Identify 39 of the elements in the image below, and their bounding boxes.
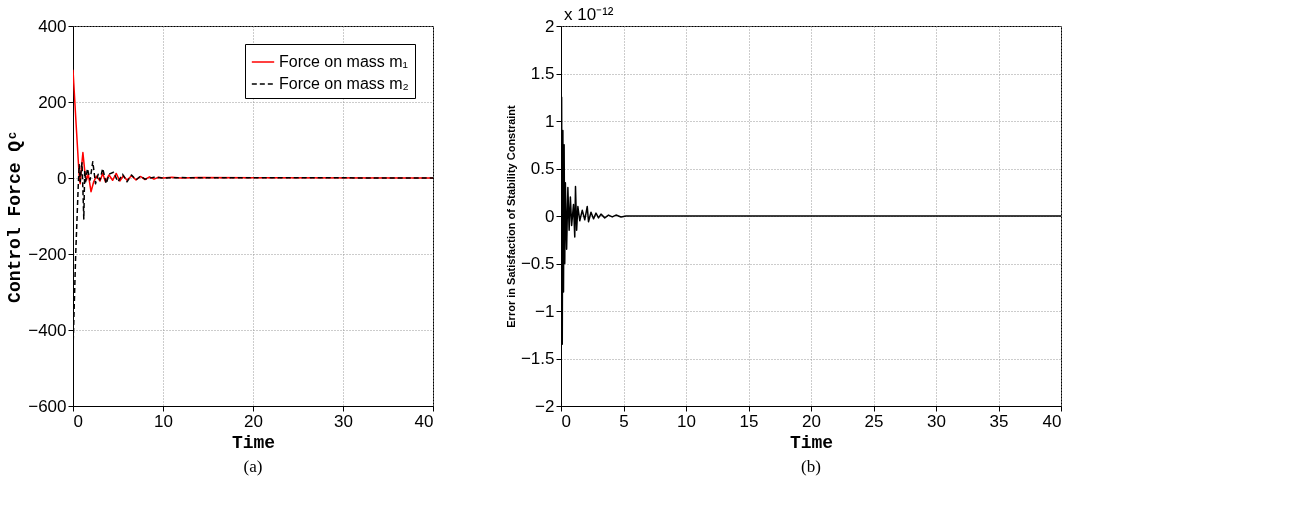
x-tick-label: 40 [1042, 411, 1062, 431]
x-tick-label: 10 [154, 411, 173, 431]
x-tick-label: 30 [927, 411, 946, 431]
y-axis-title: Error in Satisfaction of Stability Constraint [504, 104, 517, 328]
legend-label: Force on mass m₂ [279, 75, 409, 92]
x-tick-label: 5 [619, 411, 629, 431]
x-tick-label: 0 [73, 411, 83, 431]
y-tick-label: −400 [28, 320, 67, 340]
y-tick-label: 2 [545, 16, 555, 36]
y-tick-label: 0 [57, 168, 67, 188]
y-tick-label: −600 [28, 396, 67, 416]
y-tick-label: −0.5 [520, 254, 555, 273]
x-tick-label: 35 [989, 411, 1009, 431]
y-axis-title: Control Force Qᶜ [5, 130, 26, 303]
x-tick-label: 10 [677, 411, 696, 431]
y-tick-label: −200 [28, 244, 67, 264]
x-axis-title: Time [231, 432, 276, 453]
y-tick-label: −1 [535, 301, 555, 321]
x-tick-label: 30 [334, 411, 353, 431]
text: (a) [243, 457, 263, 476]
text: (b) [801, 457, 821, 476]
y-tick-label: 0.5 [530, 159, 555, 178]
y-tick-label: 1.5 [530, 64, 555, 83]
x-tick-label: 0 [561, 411, 571, 431]
y-tick-label: 200 [38, 92, 67, 112]
x-tick-label: 15 [739, 411, 759, 431]
y-tick-label: 1 [545, 111, 555, 131]
y-tick-label: 400 [38, 16, 67, 36]
x-tick-label: 20 [244, 411, 263, 431]
y-tick-label: 0 [545, 206, 555, 226]
x-tick-label: 40 [414, 411, 434, 431]
y-tick-label: −1.5 [520, 349, 555, 368]
y-tick-label: −2 [535, 396, 555, 416]
text: x 10⁻¹² [564, 5, 614, 24]
x-axis-title: Time [789, 432, 834, 453]
x-tick-label: 25 [864, 411, 884, 431]
legend-label: Force on mass m₁ [279, 53, 408, 70]
x-tick-label: 20 [802, 411, 821, 431]
line-series [73, 68, 433, 193]
